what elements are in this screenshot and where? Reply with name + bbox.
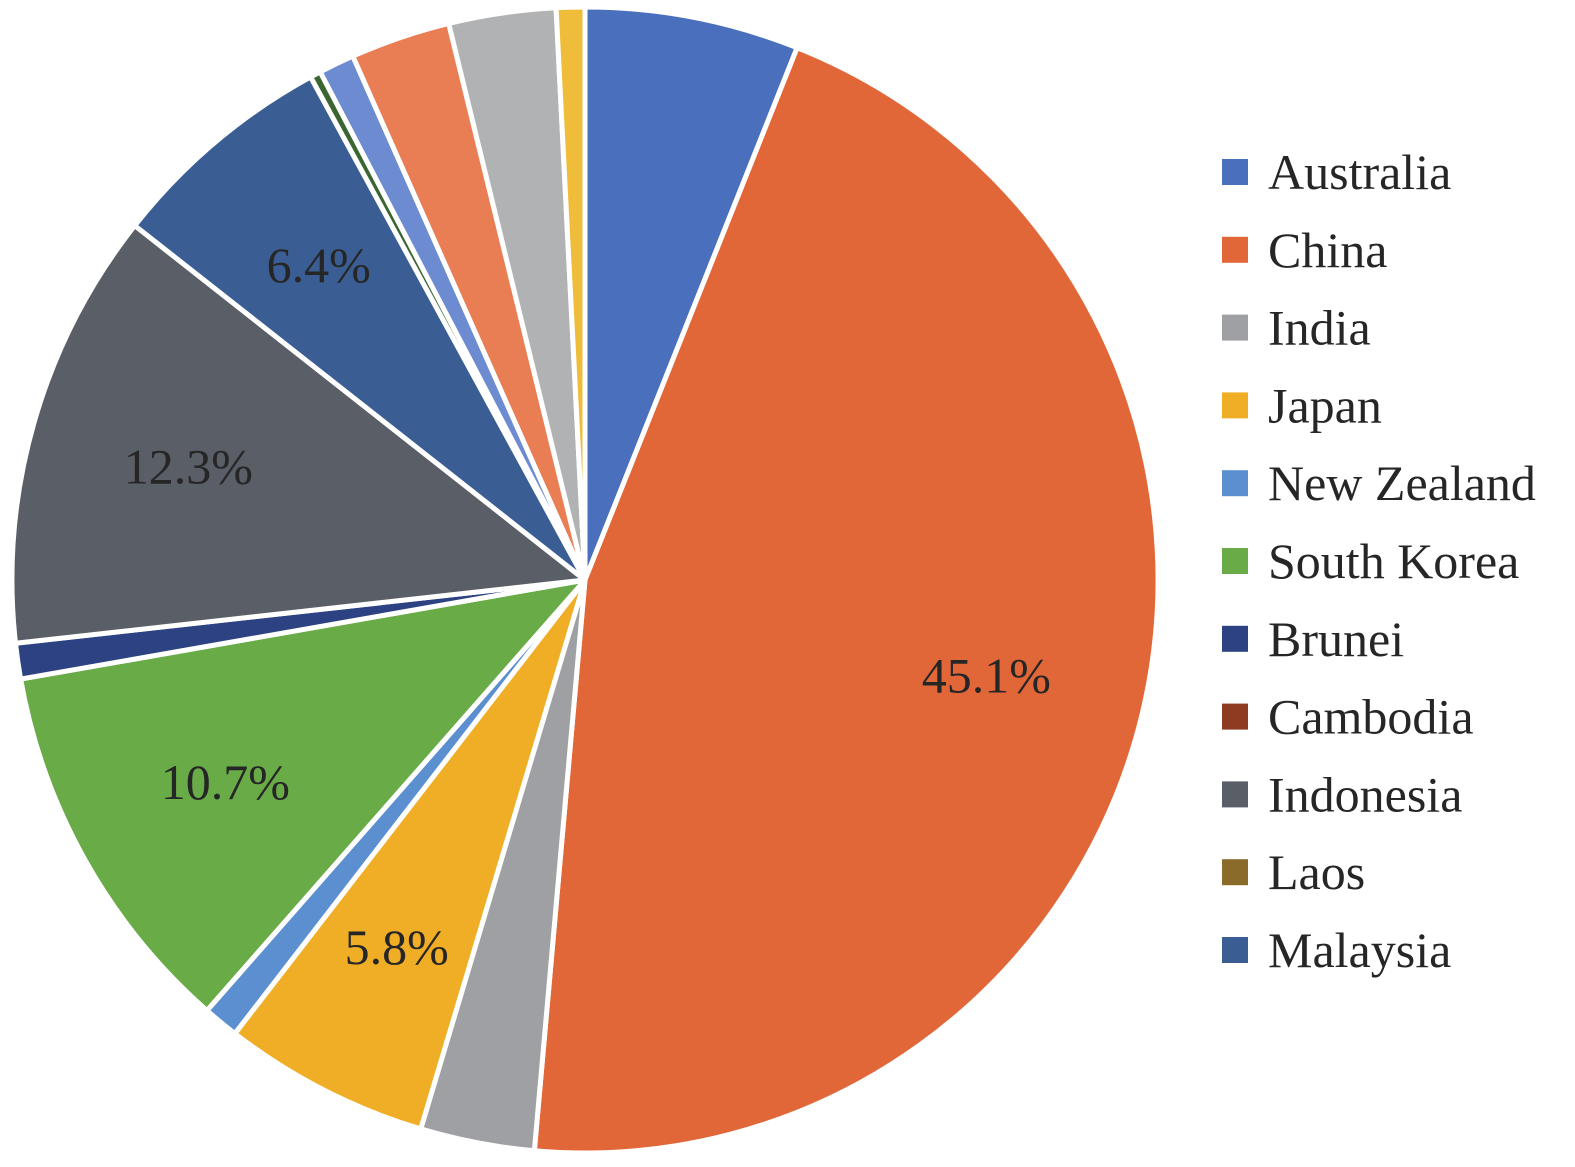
- legend-swatch: [1222, 392, 1248, 419]
- pie-slice-australia: [582, 4, 800, 583]
- legend-item-indonesia: Indonesia: [1222, 766, 1462, 822]
- legend-item-new-zealand: New Zealand: [1222, 455, 1536, 511]
- legend-item-brunei: Brunei: [1222, 611, 1404, 667]
- legend: Australia China India Japan New Zealand South…: [1222, 144, 1536, 978]
- data-label-china: 45.1%: [922, 648, 1051, 704]
- pie-slices: [9, 4, 1161, 1156]
- legend-item-south-korea: South Korea: [1222, 533, 1519, 589]
- pie-slice-unlabeled-15: [553, 4, 588, 583]
- legend-swatch: [1222, 159, 1248, 185]
- legend-item-cambodia: Cambodia: [1222, 689, 1474, 745]
- legend-swatch: [1222, 314, 1248, 341]
- legend-label: Japan: [1268, 377, 1382, 433]
- pie-slice-china: [531, 45, 1161, 1156]
- legend-item-india: India: [1222, 300, 1371, 356]
- legend-label: Cambodia: [1268, 689, 1474, 745]
- legend-label: Malaysia: [1268, 922, 1451, 978]
- legend-swatch: [1222, 703, 1248, 730]
- legend-label: Australia: [1268, 144, 1451, 200]
- legend-swatch: [1222, 548, 1248, 574]
- legend-swatch: [1222, 859, 1248, 886]
- pie-slice-south-korea: [18, 577, 588, 1014]
- data-label-south-korea: 10.7%: [161, 754, 290, 810]
- legend-item-australia: Australia: [1222, 144, 1451, 200]
- legend-label: Brunei: [1268, 611, 1404, 667]
- legend-swatch: [1222, 470, 1248, 497]
- legend-label: Indonesia: [1268, 766, 1462, 822]
- data-label-indonesia: 12.3%: [124, 439, 253, 495]
- legend-swatch: [1222, 937, 1248, 963]
- legend-label: China: [1268, 222, 1387, 278]
- legend-label: Laos: [1268, 844, 1365, 900]
- legend-swatch: [1222, 625, 1248, 652]
- pie-slice-japan: [232, 577, 588, 1132]
- legend-label: New Zealand: [1268, 455, 1536, 511]
- pie-slice-indonesia: [9, 223, 588, 646]
- legend-label: India: [1268, 300, 1371, 356]
- legend-swatch: [1222, 781, 1248, 808]
- data-labels: 45.1% 5.8% 10.7% 12.3% 6.4%: [124, 237, 1051, 975]
- data-label-malaysia: 6.4%: [267, 237, 371, 293]
- legend-swatch: [1222, 236, 1248, 263]
- legend-label: South Korea: [1268, 533, 1519, 589]
- legend-item-japan: Japan: [1222, 377, 1382, 433]
- legend-item-malaysia: Malaysia: [1222, 922, 1451, 978]
- legend-item-china: China: [1222, 222, 1387, 278]
- legend-item-laos: Laos: [1222, 844, 1365, 900]
- pie-slice-malaysia: [132, 74, 588, 583]
- data-label-japan: 5.8%: [345, 919, 449, 975]
